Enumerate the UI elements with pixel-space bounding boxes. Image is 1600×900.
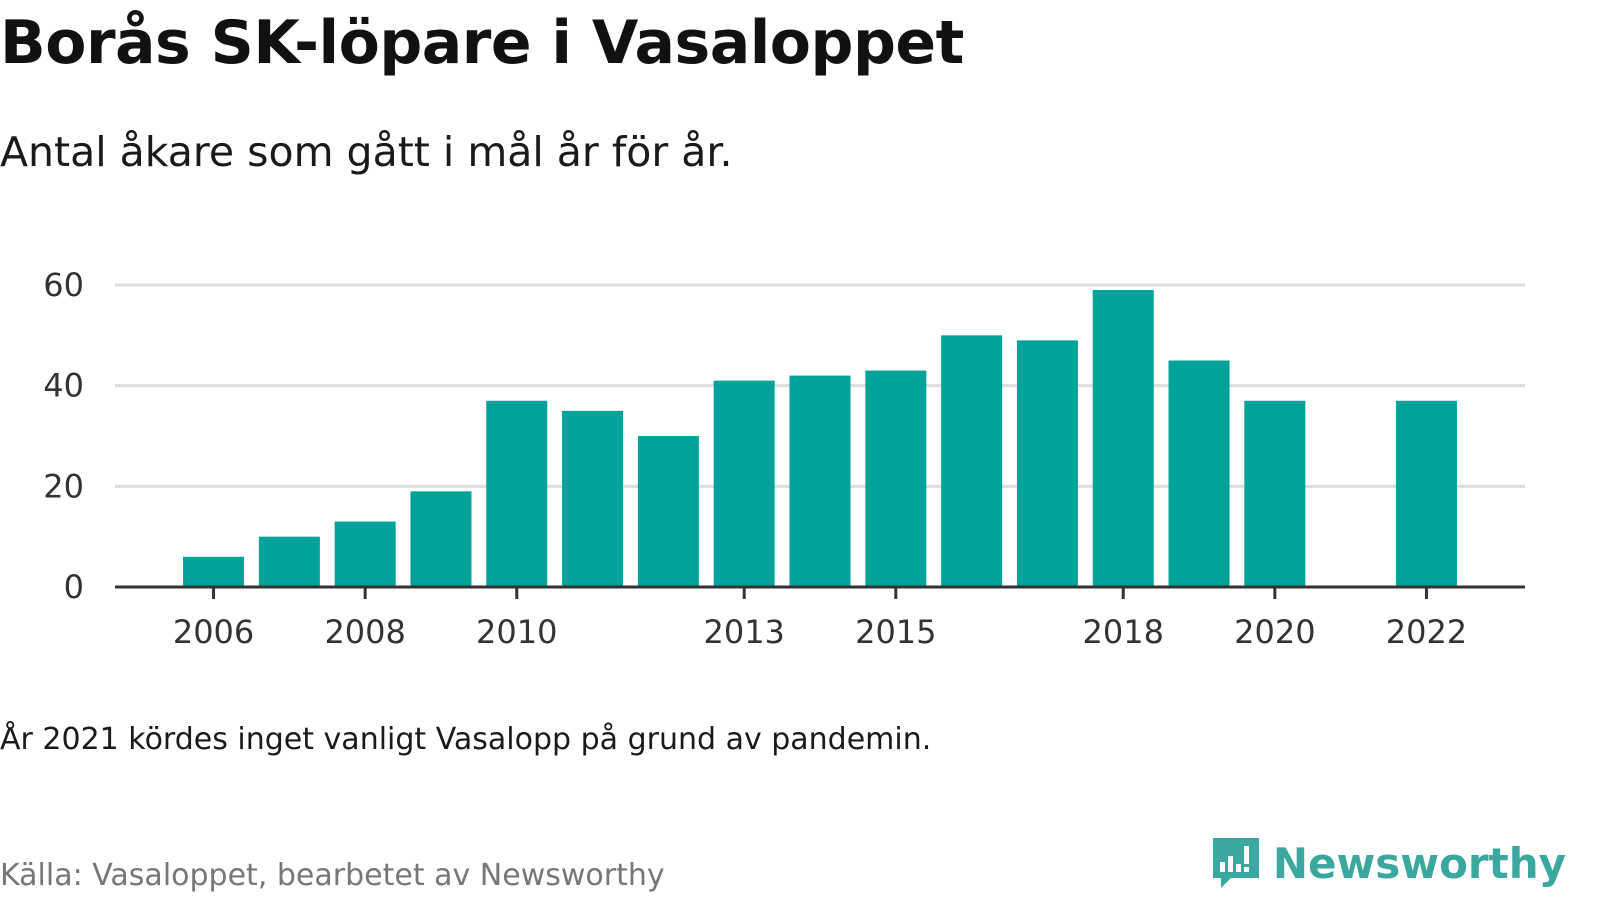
x-tick-label: 2008 — [324, 613, 405, 651]
newsworthy-chart-icon — [1212, 838, 1259, 888]
bar-2010 — [486, 400, 548, 587]
bar-2009 — [410, 491, 472, 587]
bar-2007 — [258, 536, 320, 587]
bar-2020 — [1244, 400, 1306, 587]
x-tick-label: 2015 — [855, 613, 936, 651]
bar-2008 — [334, 521, 396, 587]
y-tick-label: 0 — [64, 568, 84, 606]
bar-2011 — [562, 410, 624, 587]
x-tick-label: 2013 — [703, 613, 784, 651]
bar-2012 — [637, 436, 699, 587]
bars — [183, 290, 1457, 587]
y-tick-label: 60 — [43, 266, 84, 304]
brand-name: Newsworthy — [1272, 838, 1566, 888]
bar-2018 — [1092, 290, 1154, 587]
bar-2013 — [713, 380, 775, 587]
brand-logo[interactable]: Newsworthy — [1211, 836, 1566, 890]
bar-2016 — [941, 335, 1003, 587]
bar-2014 — [789, 375, 851, 587]
bar-2022 — [1395, 400, 1457, 587]
x-tick-label: 2006 — [173, 613, 254, 651]
y-tick-label: 20 — [43, 467, 84, 505]
source-text: Källa: Vasaloppet, bearbetet av Newswort… — [0, 858, 665, 893]
bar-2006 — [183, 556, 245, 587]
bar-2019 — [1168, 360, 1230, 587]
x-tick-label: 2010 — [476, 613, 557, 651]
bar-chart: 0 20 40 60 2006 2008 2010 2013 2015 2018 2020 2022 — [43, 266, 1525, 651]
bar-2015 — [865, 370, 927, 587]
y-tick-label: 40 — [43, 367, 84, 405]
chart-title: Borås SK-löpare i Vasaloppet — [0, 8, 964, 78]
x-tick-label: 2022 — [1386, 613, 1467, 651]
x-tick-label: 2020 — [1234, 613, 1315, 651]
y-tick-labels: 0 20 40 60 — [43, 266, 84, 606]
x-tick-label: 2018 — [1083, 613, 1164, 651]
chart-note: År 2021 kördes inget vanligt Vasalopp på… — [0, 722, 932, 757]
x-tick-labels: 2006 2008 2010 2013 2015 2018 2020 2022 — [173, 587, 1467, 651]
bar-2017 — [1016, 340, 1078, 587]
chart-subtitle: Antal åkare som gått i mål år för år. — [0, 128, 733, 176]
